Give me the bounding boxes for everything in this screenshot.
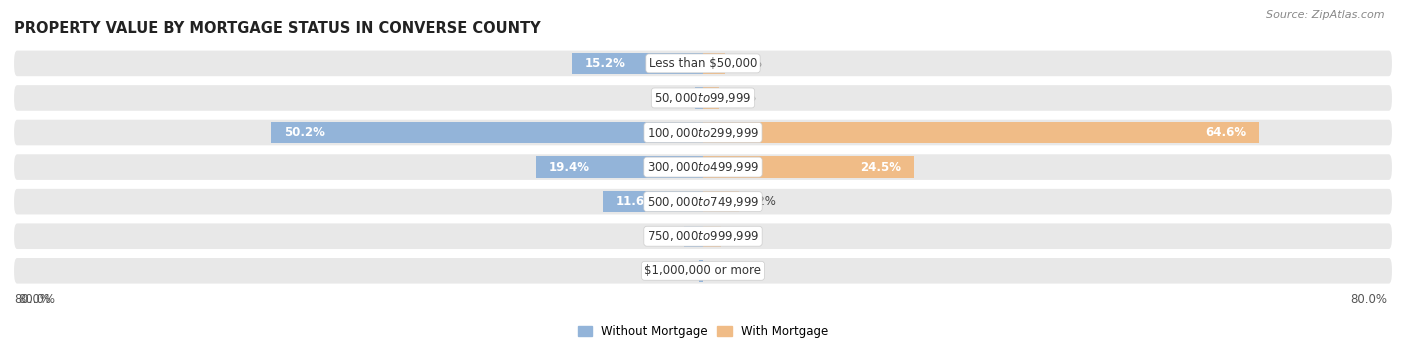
FancyBboxPatch shape [14,258,1392,284]
FancyBboxPatch shape [14,154,1392,180]
Text: 24.5%: 24.5% [860,161,901,174]
Text: 2.1%: 2.1% [728,230,758,243]
FancyBboxPatch shape [14,120,1392,145]
Bar [685,225,703,247]
Text: 1.9%: 1.9% [727,91,756,104]
Text: 0.49%: 0.49% [655,264,692,277]
Text: Source: ZipAtlas.com: Source: ZipAtlas.com [1267,10,1385,20]
Bar [703,225,721,247]
Text: 19.4%: 19.4% [548,161,591,174]
FancyBboxPatch shape [14,189,1392,214]
Bar [699,260,703,282]
Bar [695,87,703,109]
Text: $500,000 to $749,999: $500,000 to $749,999 [647,195,759,209]
Text: $750,000 to $999,999: $750,000 to $999,999 [647,229,759,243]
Bar [703,87,720,109]
Text: 0.0%: 0.0% [710,264,740,277]
Text: 4.2%: 4.2% [747,195,776,208]
Text: 2.2%: 2.2% [647,230,678,243]
Text: PROPERTY VALUE BY MORTGAGE STATUS IN CONVERSE COUNTY: PROPERTY VALUE BY MORTGAGE STATUS IN CON… [14,20,541,35]
Text: 80.0%: 80.0% [18,293,55,306]
Legend: Without Mortgage, With Mortgage: Without Mortgage, With Mortgage [574,321,832,341]
Bar [271,122,703,143]
Text: 0.97%: 0.97% [651,91,688,104]
Text: 64.6%: 64.6% [1205,126,1246,139]
FancyBboxPatch shape [14,50,1392,76]
Bar [703,53,725,74]
FancyBboxPatch shape [14,85,1392,111]
Text: $1,000,000 or more: $1,000,000 or more [644,264,762,277]
Text: 80.0%: 80.0% [14,293,51,306]
Text: 80.0%: 80.0% [1351,293,1388,306]
Bar [572,53,703,74]
Bar [603,191,703,212]
Bar [536,157,703,178]
Text: Less than $50,000: Less than $50,000 [648,57,758,70]
Text: 15.2%: 15.2% [585,57,626,70]
FancyBboxPatch shape [14,223,1392,249]
Text: 11.6%: 11.6% [616,195,657,208]
Text: $100,000 to $299,999: $100,000 to $299,999 [647,125,759,139]
Text: $50,000 to $99,999: $50,000 to $99,999 [654,91,752,105]
Bar [703,122,1260,143]
Text: $300,000 to $499,999: $300,000 to $499,999 [647,160,759,174]
Bar [703,157,914,178]
Text: 50.2%: 50.2% [284,126,325,139]
Text: 2.6%: 2.6% [733,57,762,70]
Bar [703,191,740,212]
